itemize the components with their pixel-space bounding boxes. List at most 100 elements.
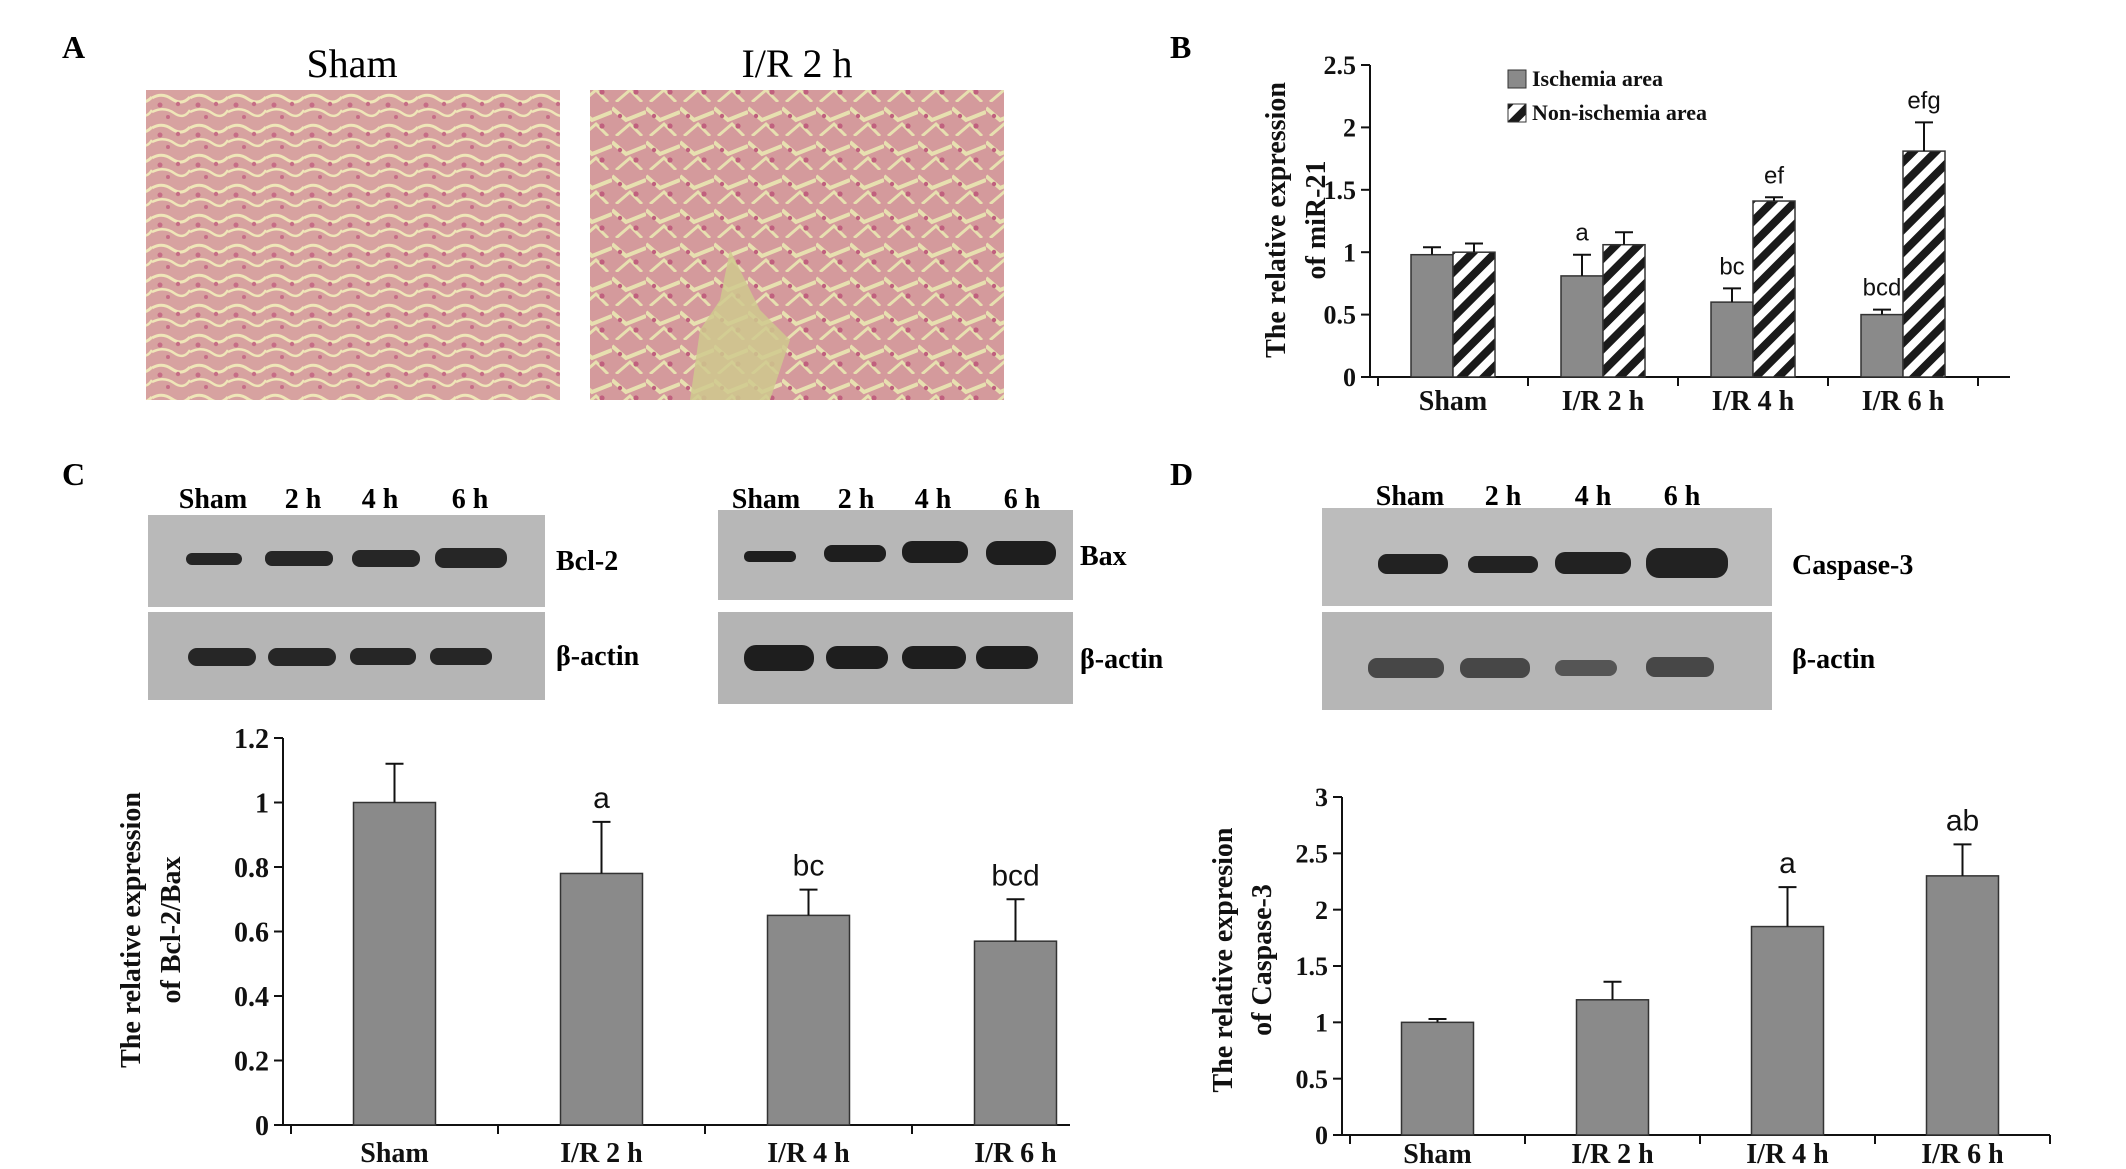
- significance-label: a: [593, 782, 610, 815]
- y-axis-label: of Bcl-2/Bax: [156, 857, 187, 1004]
- x-tick-label: I/R 2 h: [1571, 1139, 1654, 1169]
- lane-label: Sham: [732, 484, 800, 515]
- panel-d-western-blot: Sham 2 h 4 h 6 h Caspase-3 β-actin: [1322, 481, 1913, 710]
- lane-label: Sham: [1376, 481, 1444, 512]
- significance-label: a: [1575, 220, 1589, 247]
- panel-letter-a: A: [62, 29, 85, 65]
- histology-image-ir-2h: [590, 90, 1004, 400]
- y-tick-label: 0.8: [234, 853, 269, 884]
- lane-label: 2 h: [285, 484, 322, 515]
- y-axis-label: of miR-21: [1301, 161, 1332, 280]
- bar: [1752, 200, 1796, 378]
- y-tick-label: 0: [255, 1111, 269, 1142]
- y-tick-label: 3: [1315, 783, 1328, 812]
- lane-label: 2 h: [1485, 481, 1522, 512]
- lane-label: 6 h: [1664, 481, 1701, 512]
- y-tick-label: 0.5: [1324, 301, 1357, 330]
- y-axis-label: The relative expression: [116, 792, 147, 1068]
- bar: [1400, 1021, 1475, 1136]
- bar: [1750, 925, 1825, 1136]
- bar: [1410, 253, 1454, 378]
- y-axis-label: of Caspase-3: [1247, 884, 1278, 1036]
- bar: [1925, 875, 2000, 1136]
- y-tick-label: 2.5: [1296, 839, 1329, 868]
- bar: [973, 940, 1058, 1126]
- lane-label: 2 h: [838, 484, 875, 515]
- x-tick-label: Sham: [1419, 386, 1487, 417]
- significance-label: bc: [1719, 253, 1744, 280]
- y-tick-label: 2: [1343, 114, 1356, 143]
- legend-swatch: [1507, 69, 1527, 89]
- chart-caspase3: 0 0.5 1 1.5 2 2.5 3 Sham I/R 2 h I/R 4 h a I/R 6 h a…: [1208, 783, 2051, 1169]
- chart-bcl2-bax: 0 0.2 0.4 0.6 0.8 1 1.2 Sham I/R 2 h a I/R 4 h bc I/…: [116, 724, 1070, 1169]
- significance-label: ab: [1946, 804, 1979, 837]
- bar: [1602, 243, 1646, 378]
- legend-label: Ischemia area: [1532, 66, 1663, 91]
- y-axis-label: The relative expression: [1261, 82, 1292, 358]
- x-tick-label: Sham: [1403, 1139, 1471, 1169]
- y-tick-label: 1: [1315, 1008, 1328, 1037]
- image-label-ir-2h: I/R 2 h: [741, 41, 852, 86]
- legend-label: Non-ischemia area: [1532, 100, 1707, 125]
- bar: [1452, 251, 1496, 378]
- y-tick-label: 0: [1343, 363, 1356, 392]
- bar: [1575, 999, 1650, 1136]
- band-label-bactin: β-actin: [556, 641, 640, 672]
- panel-letter-d: D: [1170, 456, 1193, 492]
- x-tick-label: I/R 4 h: [1746, 1139, 1829, 1169]
- significance-label: bcd: [991, 859, 1039, 892]
- lane-label: 4 h: [362, 484, 399, 515]
- histology-image-sham: [146, 90, 560, 400]
- bar: [559, 872, 644, 1126]
- panel-c-western-blots: Sham 2 h 4 h 6 h Bcl-2 β-actin Sham 2 h …: [148, 484, 1164, 704]
- blot-bands: [1368, 548, 1728, 678]
- x-tick-label: I/R 6 h: [1921, 1139, 2004, 1169]
- band-label-bcl2: Bcl-2: [556, 546, 618, 577]
- lane-label: 4 h: [1575, 481, 1612, 512]
- bar: [1710, 301, 1754, 378]
- x-tick-label: I/R 2 h: [1562, 386, 1645, 417]
- significance-label: efg: [1907, 87, 1940, 114]
- blot-bands: [186, 548, 507, 666]
- y-tick-label: 1.5: [1324, 176, 1357, 205]
- significance-label: bc: [793, 850, 825, 883]
- necrotic-region: [690, 250, 790, 400]
- y-tick-label: 2: [1315, 896, 1328, 925]
- bar: [352, 801, 437, 1126]
- band-label-bactin: β-actin: [1792, 644, 1876, 675]
- y-axis-label: The relative expresion: [1208, 827, 1239, 1092]
- lane-label: 6 h: [452, 484, 489, 515]
- y-tick-label: 0.6: [234, 917, 269, 948]
- y-tick-label: 1: [1343, 238, 1356, 267]
- significance-label: ef: [1764, 162, 1784, 189]
- band-label-caspase3: Caspase-3: [1792, 550, 1913, 581]
- bar: [1560, 275, 1604, 378]
- legend-swatch: [1507, 103, 1527, 123]
- image-label-sham: Sham: [306, 41, 397, 86]
- y-tick-label: 0.2: [234, 1046, 269, 1077]
- y-tick-label: 1: [255, 788, 269, 819]
- lane-label: 4 h: [915, 484, 952, 515]
- y-tick-label: 2.5: [1324, 51, 1357, 80]
- y-tick-label: 0.4: [234, 982, 269, 1013]
- x-tick-label: Sham: [360, 1138, 428, 1169]
- x-tick-label: I/R 2 h: [560, 1138, 643, 1169]
- x-tick-label: I/R 4 h: [1712, 386, 1795, 417]
- panel-letter-b: B: [1170, 29, 1191, 65]
- x-tick-label: I/R 4 h: [767, 1138, 850, 1169]
- lane-label: 6 h: [1004, 484, 1041, 515]
- bar: [1860, 313, 1904, 378]
- blot-bands: [744, 541, 1056, 671]
- panel-letter-c: C: [62, 456, 85, 492]
- y-tick-label: 0: [1315, 1121, 1328, 1150]
- band-label-bactin: β-actin: [1080, 644, 1164, 675]
- panel-a-histology: Sham I/R 2 h: [146, 41, 1004, 400]
- y-tick-label: 0.5: [1296, 1065, 1329, 1094]
- significance-label: bcd: [1863, 275, 1902, 302]
- band-label-bax: Bax: [1080, 541, 1127, 572]
- x-tick-label: I/R 6 h: [1862, 386, 1945, 417]
- y-tick-label: 1.2: [234, 724, 269, 755]
- bar: [766, 914, 851, 1126]
- bar: [1902, 150, 1946, 378]
